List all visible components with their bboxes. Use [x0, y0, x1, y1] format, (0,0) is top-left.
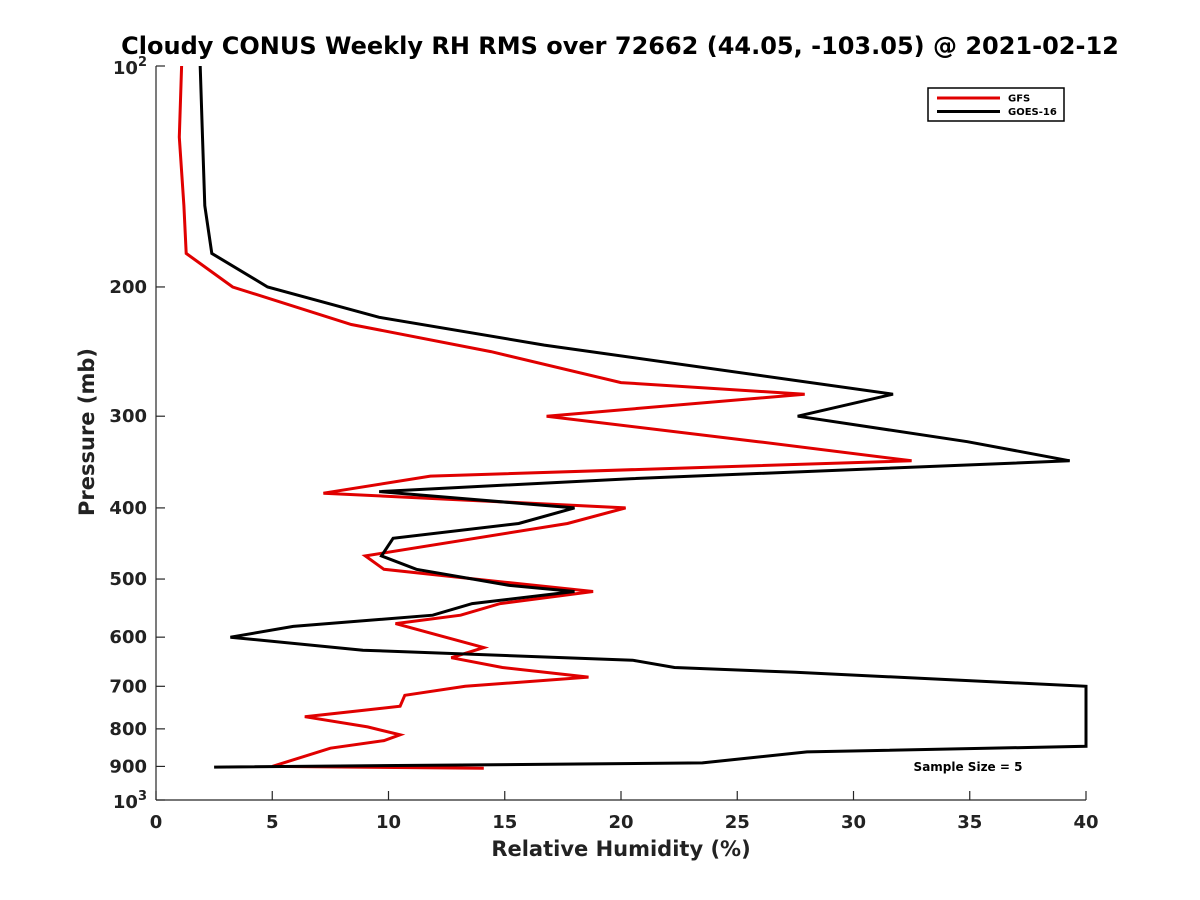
legend-label-gfs: GFS: [1008, 94, 1030, 105]
y-tick-label: 600: [109, 627, 147, 648]
y-axis-label: Pressure (mb): [75, 348, 99, 516]
y-tick-label: 900: [109, 756, 147, 777]
x-tick-label: 35: [957, 812, 982, 833]
x-tick-label: 0: [150, 812, 163, 833]
legend: GFS GOES-16: [927, 87, 1065, 122]
x-axis-ticks: 0 5 10 15 20 25 30 35 40: [150, 791, 1099, 833]
x-tick-label: 15: [492, 812, 517, 833]
x-axis-label: Relative Humidity (%): [491, 837, 750, 861]
sample-size-annotation: Sample Size = 5: [914, 760, 1023, 774]
x-tick-label: 20: [608, 812, 633, 833]
legend-label-goes-16: GOES-16: [1008, 107, 1057, 118]
series-lines: [177, 65, 1088, 770]
x-tick-label: 30: [841, 812, 866, 833]
y-axis-ticks: 200 300 400 500 600 700 800 900 102 103: [109, 55, 165, 813]
y-tick-label: 400: [109, 498, 147, 519]
x-tick-label: 40: [1073, 812, 1098, 833]
legend-box: [927, 87, 1065, 122]
x-tick-label: 25: [725, 812, 750, 833]
series-line-goes-16: [198, 65, 1088, 769]
y-tick-label: 300: [109, 406, 147, 427]
y-tick-label: 700: [109, 676, 147, 697]
x-tick-label: 5: [266, 812, 279, 833]
y-tick-label: 500: [109, 569, 147, 590]
x-tick-label: 10: [376, 812, 401, 833]
y-tick-label: 200: [109, 277, 147, 298]
chart-title: Cloudy CONUS Weekly RH RMS over 72662 (4…: [121, 32, 1119, 60]
y-tick-label: 800: [109, 719, 147, 740]
series-line-gfs: [177, 65, 912, 770]
y-tick-label: 102: [113, 55, 147, 79]
y-tick-label: 103: [113, 789, 147, 813]
